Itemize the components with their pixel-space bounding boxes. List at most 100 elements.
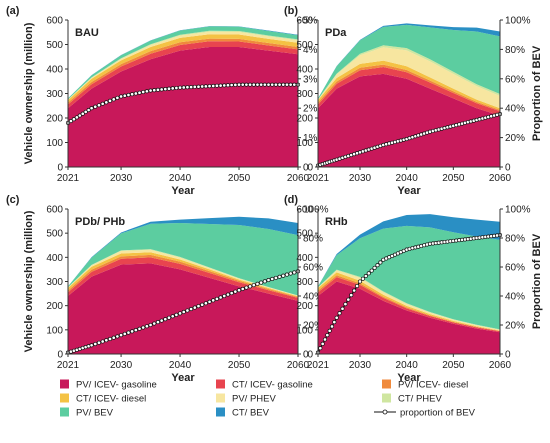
legend-label: PV/ PHEV	[232, 394, 276, 405]
bev-share-point	[259, 280, 264, 285]
area-series-3	[68, 38, 298, 105]
x-tick-label: 2050	[228, 173, 251, 184]
legend-swatch	[60, 393, 69, 403]
bev-share-point	[273, 82, 278, 87]
bev-share-point	[225, 292, 231, 297]
legend-label: PV/ ICEV- gasoline	[76, 380, 157, 391]
bev-share-point	[166, 86, 172, 91]
y2-tick-label: 2%	[303, 104, 318, 115]
x-tick-label: 2021	[307, 360, 330, 371]
x-axis-title: Year	[397, 372, 421, 384]
bev-share-point	[222, 293, 227, 299]
bev-share-point	[270, 276, 275, 282]
bev-share-point	[144, 89, 149, 94]
panel-letter: (d)	[284, 194, 298, 206]
bev-share-point	[292, 270, 297, 275]
panel-title: PDb/ PHb	[75, 216, 125, 228]
y-tick-label: 400	[296, 65, 313, 76]
y-tick-label: 100	[46, 138, 63, 149]
bev-share-point	[259, 82, 264, 87]
bev-share-point	[320, 341, 325, 346]
bev-share-point	[218, 83, 223, 88]
y-tick-label: 200	[46, 114, 63, 125]
y2-axis-title: Proportion of BEV	[531, 45, 543, 141]
bev-share-point	[360, 276, 365, 281]
bev-share-point	[327, 328, 332, 333]
y2-tick-label: 4%	[303, 45, 318, 56]
x-tick-label: 2030	[110, 360, 133, 371]
bev-share-point	[262, 82, 267, 87]
y-tick-label: 0	[57, 163, 63, 174]
y2-tick-label: 100%	[505, 205, 531, 216]
bev-share-line-group	[65, 82, 301, 125]
y2-axis-title: Proportion of BEV	[531, 233, 543, 329]
y-tick-label: 0	[307, 350, 313, 361]
bev-share-point	[163, 317, 168, 322]
area-series-5	[318, 47, 500, 109]
legend-label: CT/ ICEV- diesel	[76, 394, 146, 405]
y2-tick-label: 100%	[505, 16, 531, 27]
bev-share-point	[366, 271, 371, 276]
bev-share-point	[229, 83, 234, 88]
bev-share-point	[130, 92, 135, 97]
bev-share-point	[189, 306, 194, 312]
bev-share-point	[115, 334, 120, 339]
bev-share-point	[133, 91, 138, 96]
x-axis-title: Year	[171, 372, 195, 384]
bev-share-point	[357, 279, 363, 284]
bev-share-point	[155, 320, 160, 325]
x-tick-label: 2050	[442, 360, 465, 371]
area-series-8	[318, 214, 500, 287]
bev-share-point	[251, 82, 256, 87]
bev-share-point	[104, 338, 109, 343]
bev-share-point	[104, 100, 109, 105]
bev-share-point	[178, 311, 183, 316]
bev-share-point	[130, 329, 135, 334]
y2-tick-label: 0	[505, 163, 511, 174]
bev-share-point	[155, 87, 160, 92]
bev-share-point	[96, 103, 102, 108]
y2-tick-label: 80%	[505, 234, 525, 245]
x-tick-label: 2030	[110, 173, 133, 184]
legend-item: CT/ PHEV	[382, 393, 442, 405]
y-tick-label: 0	[57, 350, 63, 361]
y-tick-label: 400	[46, 65, 63, 76]
legend-item: CT/ ICEV- gasoline	[216, 379, 313, 391]
area-series-6	[68, 249, 298, 296]
y2-tick-label: 1%	[303, 133, 318, 144]
bev-share-point	[355, 283, 360, 289]
bev-share-line-group	[315, 112, 503, 168]
bev-share-point	[93, 341, 98, 347]
bev-share-point	[284, 272, 289, 277]
bev-share-point	[207, 84, 212, 89]
y2-tick-label: 0	[303, 163, 309, 174]
bev-share-point	[115, 95, 120, 100]
bev-share-point	[86, 107, 91, 113]
y2-tick-label: 80%	[303, 234, 323, 245]
x-tick-label: 2030	[349, 360, 372, 371]
bev-share-point	[214, 296, 219, 301]
area-series-4	[68, 34, 298, 103]
bev-share-point	[174, 85, 179, 91]
legend-item: proportion of BEV	[374, 408, 476, 419]
bev-share-point	[378, 260, 383, 265]
bev-share-point	[185, 85, 190, 90]
legend: PV/ ICEV- gasoline CT/ ICEV- gasoline PV/ …	[60, 379, 476, 419]
bev-share-point	[248, 82, 253, 87]
bev-share-point	[107, 98, 113, 103]
y2-tick-label: 60%	[303, 263, 323, 274]
area-series-2	[68, 257, 298, 301]
y2-tick-label: 0	[505, 350, 511, 361]
bev-share-point	[211, 298, 216, 303]
legend-label: CT/ PHEV	[398, 394, 442, 405]
bev-share-point	[166, 315, 172, 320]
legend-swatch	[216, 407, 225, 417]
bev-share-point	[141, 89, 146, 95]
area-series-7	[68, 26, 298, 100]
bev-share-line-group	[315, 233, 503, 355]
x-tick-label: 2060	[287, 360, 310, 371]
y2-tick-label: 3%	[303, 74, 318, 85]
bev-share-point	[148, 88, 153, 93]
